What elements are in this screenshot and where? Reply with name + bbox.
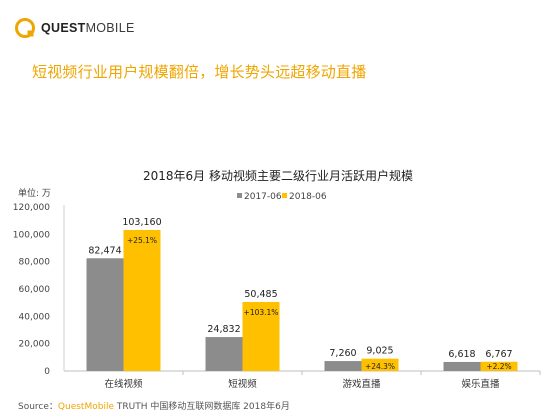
- data-label: 6,618: [448, 349, 475, 360]
- y-tick-label: 120,000: [13, 203, 50, 213]
- logo-wordmark: QUESTMOBILE: [41, 21, 135, 35]
- data-label: 103,160: [122, 217, 161, 228]
- source-note: Source：QuestMobile TRUTH 中国移动互联网数据库 2018…: [18, 399, 290, 412]
- source-rest: TRUTH 中国移动互联网数据库 2018年6月: [114, 402, 290, 412]
- y-tick-label: 0: [44, 367, 50, 377]
- x-tick-label: 游戏直播: [342, 378, 381, 390]
- unit-label: 单位: 万: [18, 187, 51, 199]
- growth-label: +103.1%: [244, 308, 279, 317]
- data-label: 6,767: [485, 349, 512, 360]
- bar-2018-06-娱乐直播: [480, 361, 518, 371]
- source-prefix: Source：: [18, 402, 58, 412]
- quest-mobile-logo-icon: [15, 18, 35, 38]
- logo-bold: QUEST: [41, 21, 86, 35]
- bar-2017-06-娱乐直播: [443, 361, 481, 371]
- x-tick-label: 娱乐直播: [461, 378, 500, 390]
- growth-label: +25.1%: [127, 236, 157, 245]
- legend-label-2018-06: 2018-06: [289, 192, 327, 202]
- legend-swatch-2017-06: [237, 193, 242, 198]
- chart-title: 2018年6月 移动视频主要二级行业月活跃用户规模: [143, 168, 413, 183]
- bar-2017-06-在线视频: [86, 258, 124, 371]
- growth-label: +2.2%: [486, 362, 511, 371]
- data-label: 24,832: [207, 324, 240, 335]
- data-label: 7,260: [329, 348, 356, 359]
- source-brand: QuestMobile: [57, 402, 114, 412]
- headline: 短视频行业用户规模翻倍，增长势头远超移动直播: [32, 63, 367, 81]
- x-tick-label: 在线视频: [104, 378, 143, 390]
- legend-label-2017-06: 2017-06: [244, 192, 282, 202]
- y-tick-label: 40,000: [19, 312, 51, 322]
- x-tick-label: 短视频: [228, 378, 257, 390]
- y-tick-label: 60,000: [19, 285, 51, 295]
- logo-light: MOBILE: [85, 21, 135, 35]
- bar-2018-06-短视频: [242, 302, 280, 371]
- growth-label: +24.3%: [365, 362, 395, 371]
- quest-mobile-logo: QUESTMOBILE: [14, 17, 135, 39]
- bar-2018-06-游戏直播: [361, 358, 399, 371]
- data-label: 82,474: [88, 245, 121, 256]
- bar-2018-06-在线视频: [123, 230, 161, 371]
- y-tick-label: 100,000: [13, 230, 50, 240]
- legend-swatch-2018-06: [282, 193, 287, 198]
- bar-2017-06-游戏直播: [324, 361, 362, 371]
- data-label: 50,485: [244, 289, 277, 300]
- y-tick-label: 20,000: [19, 340, 51, 350]
- bar-2017-06-短视频: [205, 337, 243, 371]
- y-tick-label: 80,000: [19, 258, 51, 268]
- data-label: 9,025: [366, 346, 393, 357]
